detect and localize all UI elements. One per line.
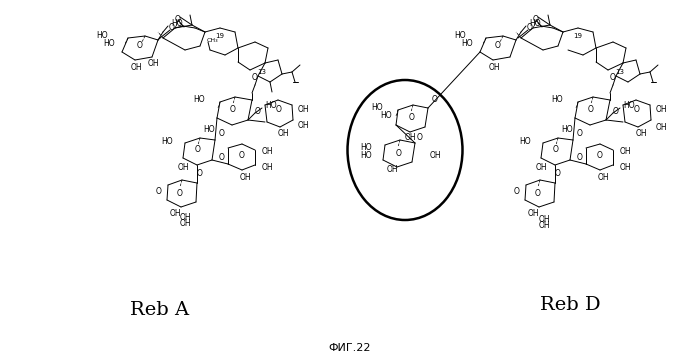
Text: O: O <box>613 108 619 117</box>
Text: O: O <box>634 105 640 114</box>
Text: OH: OH <box>404 134 416 143</box>
Text: HO: HO <box>171 20 182 29</box>
Text: HO: HO <box>454 31 466 41</box>
Text: OH: OH <box>538 222 550 231</box>
Text: HO: HO <box>361 152 372 160</box>
Text: OH: OH <box>656 105 668 114</box>
Text: OH: OH <box>527 209 539 218</box>
Text: O: O <box>417 132 423 142</box>
Text: O: O <box>588 105 594 114</box>
Text: O: O <box>553 146 559 155</box>
Text: O: O <box>577 153 583 163</box>
Text: O: O <box>239 151 245 160</box>
Text: O: O <box>610 73 616 83</box>
Text: HO: HO <box>529 20 540 29</box>
Text: OH: OH <box>488 63 500 72</box>
Text: O: O <box>396 148 402 157</box>
Text: HO: HO <box>194 96 205 105</box>
Text: O: O <box>252 73 258 83</box>
Text: OH: OH <box>635 129 647 138</box>
Text: O: O <box>156 188 162 197</box>
Text: OH: OH <box>386 165 398 174</box>
Text: Reb A: Reb A <box>131 301 189 319</box>
Text: OH: OH <box>177 164 189 173</box>
Text: ФИГ.22: ФИГ.22 <box>329 343 371 353</box>
Text: OH: OH <box>535 164 547 173</box>
Text: O: O <box>177 189 183 198</box>
Text: O: O <box>432 96 438 105</box>
Text: OH: OH <box>620 164 632 173</box>
Text: 13: 13 <box>616 69 624 75</box>
Text: OH: OH <box>298 121 310 130</box>
Text: Reb D: Reb D <box>540 296 600 314</box>
Text: OH: OH <box>179 219 191 228</box>
Text: 13: 13 <box>257 69 266 75</box>
Text: HO: HO <box>519 138 531 147</box>
Text: OH: OH <box>169 209 181 218</box>
Text: O: O <box>230 105 236 114</box>
Text: OH: OH <box>130 63 142 72</box>
Text: OH: OH <box>179 214 191 223</box>
Text: O: O <box>514 188 520 197</box>
Text: HO: HO <box>265 101 277 110</box>
Text: OH: OH <box>597 173 609 181</box>
Text: O: O <box>276 105 282 114</box>
Text: O: O <box>195 146 201 155</box>
Text: O: O <box>175 14 181 24</box>
Text: HO: HO <box>361 143 372 152</box>
Text: HO: HO <box>461 39 473 49</box>
Text: O: O <box>169 24 175 33</box>
Text: O: O <box>533 14 539 24</box>
Text: CH₃: CH₃ <box>206 38 218 43</box>
Text: HO: HO <box>96 31 108 41</box>
Text: O: O <box>197 168 203 177</box>
Text: O: O <box>409 114 415 122</box>
Text: O: O <box>495 42 501 51</box>
Text: OH: OH <box>430 151 442 160</box>
Text: OH: OH <box>298 105 310 114</box>
Text: HO: HO <box>552 96 563 105</box>
Text: 19: 19 <box>573 33 582 39</box>
Text: O: O <box>219 129 225 138</box>
Text: 19: 19 <box>215 33 224 39</box>
Text: O: O <box>555 168 561 177</box>
Text: O: O <box>577 129 583 138</box>
Text: O: O <box>527 24 533 33</box>
Text: OH: OH <box>147 59 159 68</box>
Text: O: O <box>219 153 225 163</box>
Text: HO: HO <box>623 101 635 110</box>
Text: HO: HO <box>371 104 383 113</box>
Text: HO: HO <box>561 126 573 135</box>
Text: O: O <box>535 189 541 198</box>
Text: OH: OH <box>262 147 273 156</box>
Text: OH: OH <box>538 215 550 223</box>
Text: OH: OH <box>239 173 251 181</box>
Text: OH: OH <box>278 129 289 138</box>
Text: HO: HO <box>380 110 392 119</box>
Text: O: O <box>255 108 261 117</box>
Text: HO: HO <box>203 126 215 135</box>
Text: OH: OH <box>262 164 273 173</box>
Text: HO: HO <box>103 39 115 49</box>
Text: O: O <box>597 151 603 160</box>
Text: O: O <box>137 42 143 51</box>
Text: HO: HO <box>161 138 173 147</box>
Text: OH: OH <box>620 147 632 156</box>
Text: OH: OH <box>656 122 668 131</box>
